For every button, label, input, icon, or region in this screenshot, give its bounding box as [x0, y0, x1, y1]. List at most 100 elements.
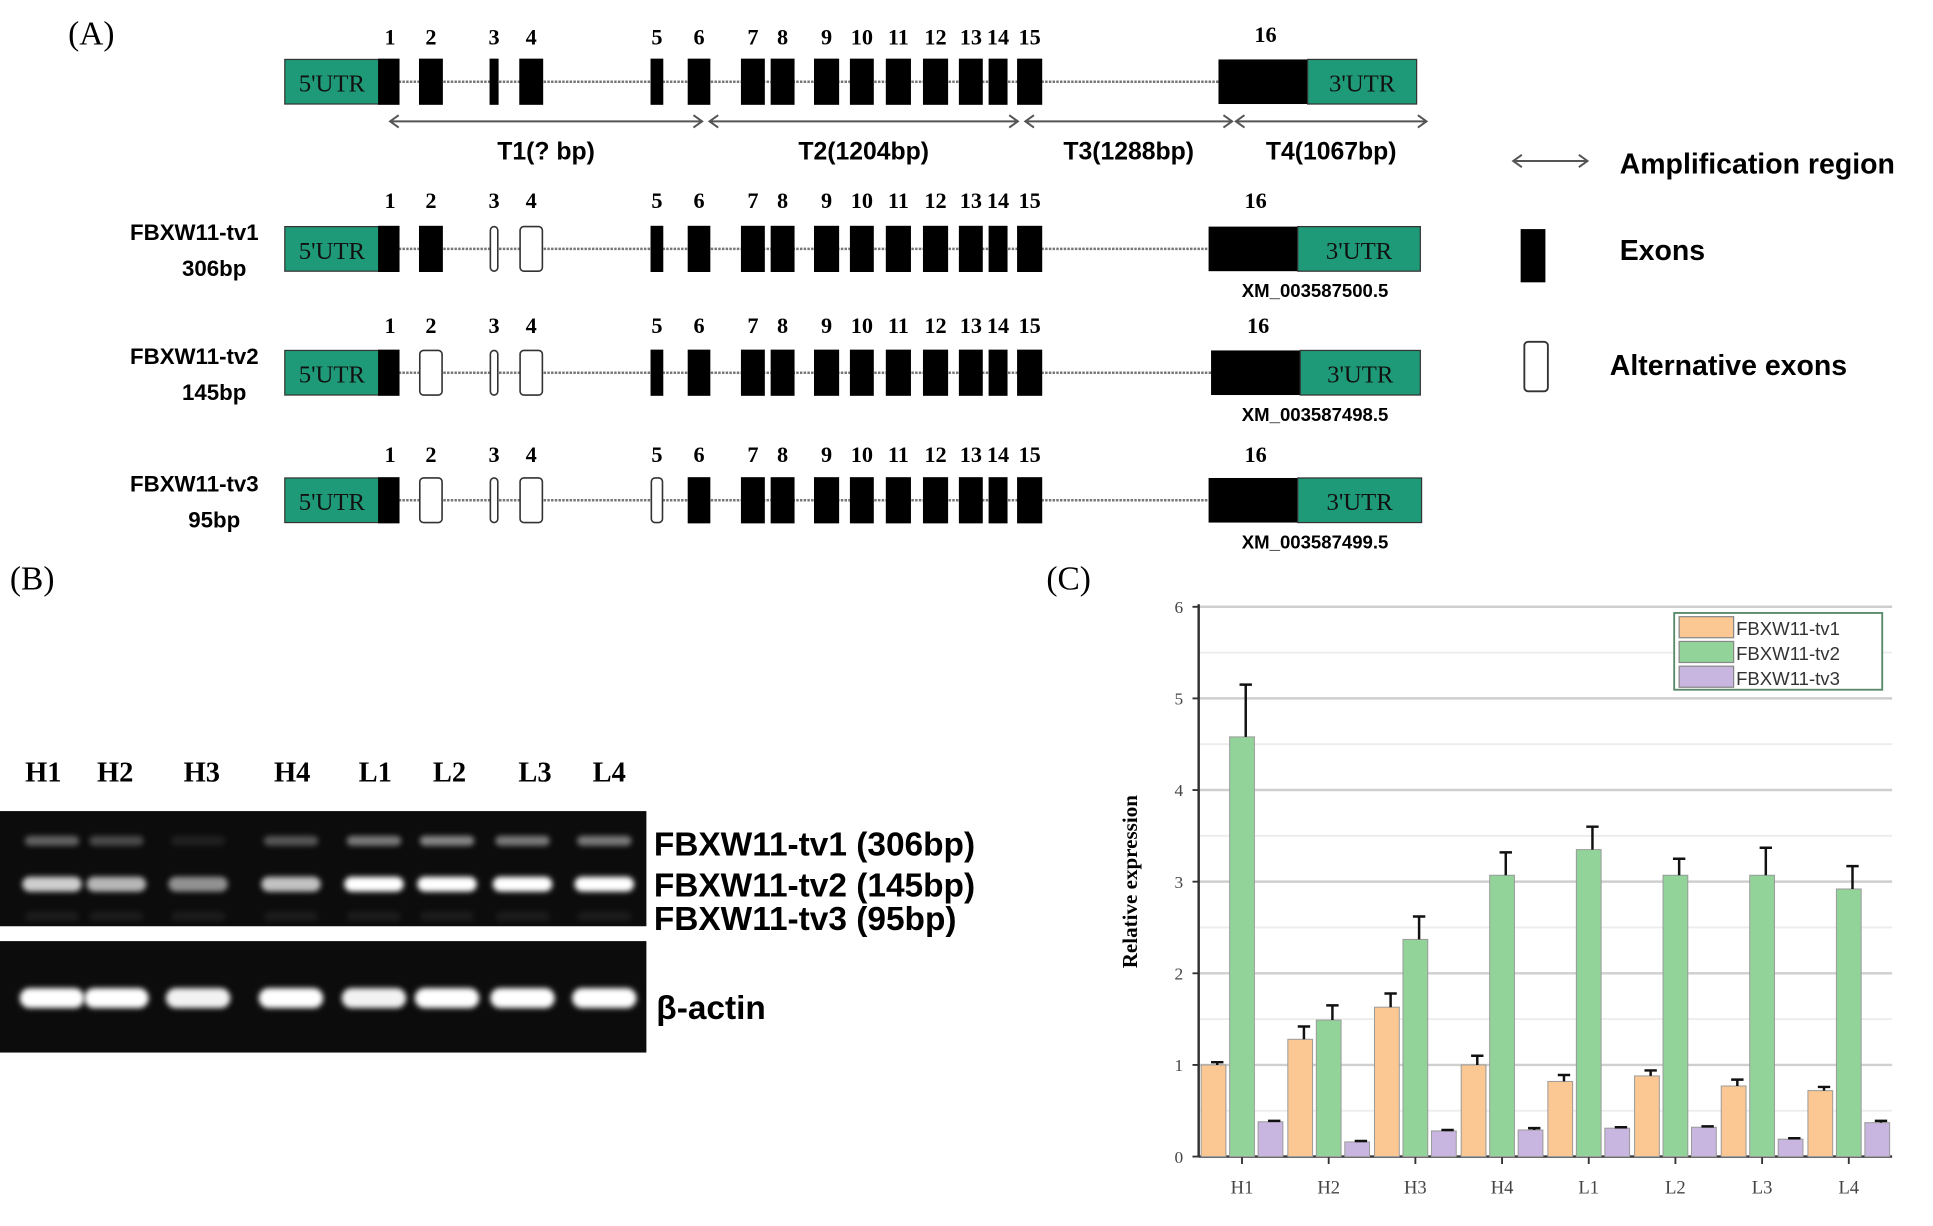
- error-bar: [1239, 683, 1252, 737]
- error-bar: [1586, 825, 1599, 850]
- exon: [687, 225, 711, 272]
- exon-number: 7: [747, 188, 758, 213]
- exon-number: 14: [987, 25, 1009, 50]
- legend-arrow-icon: [1511, 153, 1590, 168]
- error-bar: [1354, 1139, 1368, 1143]
- exon: [885, 477, 911, 524]
- legend-amplification: Amplification region: [1620, 148, 1895, 180]
- exon-number: 6: [693, 188, 704, 213]
- band-tv1: [170, 835, 226, 846]
- exon: [770, 477, 795, 524]
- error-bar: [1817, 1085, 1831, 1091]
- transcript-name: FBXW11-tv2: [130, 344, 259, 369]
- exon-number: 8: [777, 442, 788, 467]
- alternative-exon: [519, 349, 544, 396]
- band-tv3: [577, 911, 632, 922]
- exon: [849, 58, 874, 105]
- band-tv2: [344, 876, 404, 892]
- exon-number: 4: [526, 442, 537, 467]
- exon-number: 16: [1245, 188, 1267, 213]
- x-tick-label: L1: [1578, 1178, 1599, 1199]
- error-bar: [1731, 1078, 1744, 1087]
- exon: [770, 225, 795, 272]
- exon: [687, 349, 711, 396]
- panel-label-b: (B): [9, 559, 55, 597]
- exon-number: 12: [924, 442, 946, 467]
- exon: [849, 349, 874, 396]
- utr3-label: 3'UTR: [1329, 71, 1396, 98]
- legend-label: FBXW11-tv3: [1736, 668, 1840, 689]
- y-tick-label: 4: [1175, 781, 1184, 800]
- exon-number: 16: [1254, 22, 1276, 47]
- lane-label: H4: [274, 757, 310, 788]
- exon-number: 7: [747, 313, 758, 338]
- utr5-label: 5'UTR: [299, 238, 366, 265]
- band-label: FBXW11-tv2 (145bp): [654, 868, 975, 905]
- exon-number: 1: [384, 442, 395, 467]
- exon: [650, 349, 664, 396]
- band-actin: [341, 988, 407, 1008]
- exon-number: 4: [526, 188, 537, 213]
- exon-number: 1: [384, 188, 395, 213]
- exon-number: 12: [924, 25, 946, 50]
- band-tv3: [419, 911, 475, 922]
- y-tick-label: 0: [1175, 1148, 1184, 1167]
- exon-number: 9: [821, 188, 832, 213]
- exon: [489, 58, 499, 105]
- exon-number: 1: [384, 25, 395, 50]
- exon-number: 3: [489, 442, 500, 467]
- exon: [1017, 225, 1043, 272]
- exon: [958, 349, 983, 396]
- exon-number: 14: [987, 313, 1009, 338]
- utr5-box: [284, 58, 380, 105]
- exon: [378, 477, 400, 524]
- x-tick-label: H2: [1317, 1178, 1340, 1199]
- accession-number: XM_003587499.5: [1242, 532, 1389, 553]
- exon: [958, 58, 983, 105]
- exon: [378, 58, 400, 105]
- band-label: FBXW11-tv3 (95bp): [654, 901, 957, 938]
- lane-label: L1: [359, 757, 392, 788]
- bar-fbxw11-tv3: [1257, 1121, 1284, 1158]
- band-tv1: [89, 835, 144, 846]
- bar-fbxw11-tv1: [1200, 1064, 1227, 1158]
- utr3-label: 3'UTR: [1326, 238, 1393, 265]
- exon-number: 5: [651, 188, 662, 213]
- exon: [1017, 349, 1043, 396]
- utr3-box: [1299, 349, 1421, 396]
- legend-label: FBXW11-tv2: [1736, 643, 1840, 664]
- exon: [418, 225, 443, 272]
- legend-exon-icon: [1520, 229, 1546, 283]
- exon: [740, 58, 765, 105]
- legend-swatch: [1678, 616, 1735, 639]
- exon-number: 10: [851, 442, 873, 467]
- x-tick-label: L2: [1665, 1178, 1686, 1199]
- exon: [687, 58, 711, 105]
- accession-number: XM_003587500.5: [1242, 280, 1389, 301]
- error-bar: [1644, 1069, 1657, 1076]
- bar-fbxw11-tv3: [1430, 1130, 1457, 1158]
- exon-number: 13: [960, 188, 982, 213]
- band-tv3: [89, 911, 144, 922]
- alternative-exon: [489, 349, 499, 396]
- exon-number: 2: [425, 25, 436, 50]
- utr3-box: [1297, 477, 1423, 524]
- band-actin: [84, 988, 149, 1008]
- exon: [988, 477, 1008, 524]
- exon-number: 11: [888, 25, 909, 50]
- utr3-label: 3'UTR: [1327, 362, 1394, 389]
- utr3-box: [1297, 225, 1421, 272]
- band-actin: [572, 988, 637, 1008]
- alternative-exon: [418, 349, 443, 396]
- exon-number: 16: [1245, 442, 1267, 467]
- exon: [1017, 477, 1043, 524]
- legend-label: FBXW11-tv1: [1736, 618, 1840, 639]
- error-bar: [1441, 1128, 1454, 1132]
- exon-number: 2: [425, 313, 436, 338]
- x-tick-label: H3: [1404, 1178, 1427, 1199]
- exon-number: 14: [987, 188, 1009, 213]
- band-tv2: [492, 876, 553, 892]
- bar-fbxw11-tv2: [1835, 888, 1862, 1158]
